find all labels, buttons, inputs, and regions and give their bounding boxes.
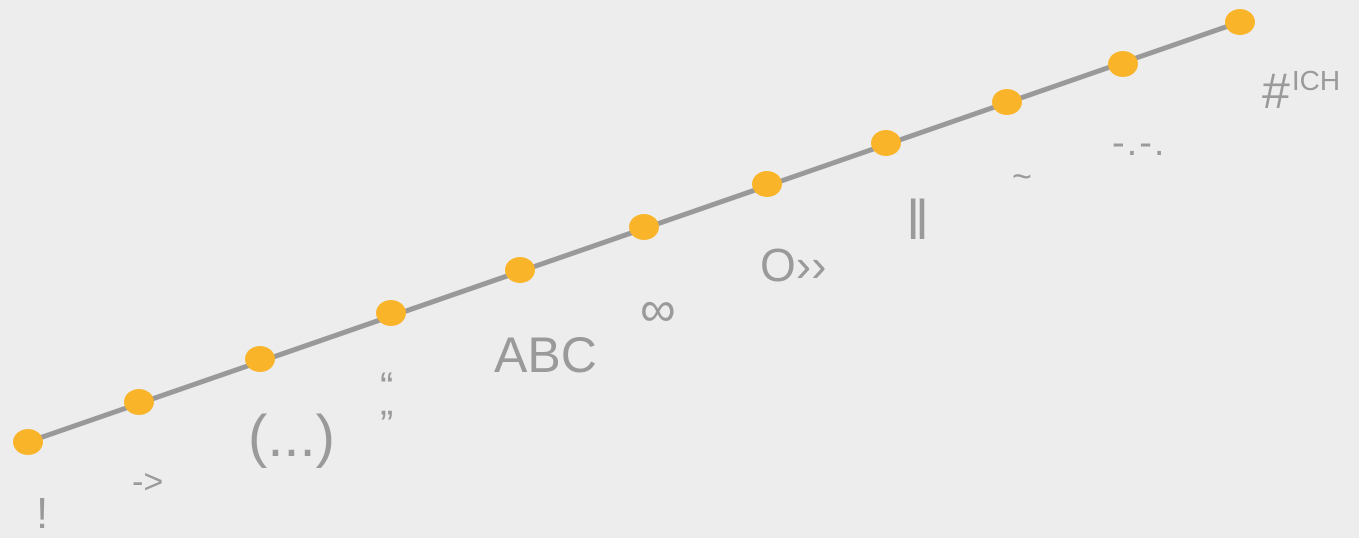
morse-glyph: -.-.	[1112, 122, 1167, 164]
timeline-marker-11	[1225, 9, 1255, 35]
close-quote: ”	[380, 403, 394, 447]
hash-symbol: #	[1262, 63, 1290, 119]
quotation-marks-glyph: “ ”	[380, 365, 394, 447]
arrow-glyph: ->	[132, 463, 164, 501]
hash-ich-glyph: #ICH	[1262, 66, 1340, 116]
timeline-marker-4	[376, 300, 406, 326]
timeline-marker-2	[124, 389, 154, 415]
timeline-marker-10	[1108, 51, 1138, 77]
exclamation-glyph: !	[36, 489, 49, 538]
double-bar-glyph: ‖	[906, 188, 930, 251]
o-chevrons-glyph: O››	[760, 239, 827, 291]
timeline-marker-6	[629, 214, 659, 240]
timeline-marker-3	[245, 346, 275, 372]
open-quote: “	[380, 365, 394, 409]
timeline-marker-8	[871, 130, 901, 156]
timeline-marker-1	[13, 429, 43, 455]
timeline-marker-9	[992, 89, 1022, 115]
ellipsis-parentheses-glyph: (...)	[248, 404, 335, 469]
ich-superscript: ICH	[1291, 65, 1341, 96]
abc-glyph: ABC	[494, 327, 597, 383]
timeline-markers	[13, 9, 1255, 455]
infinity-glyph: ∞	[640, 281, 676, 337]
timeline-marker-5	[505, 257, 535, 283]
timeline-marker-7	[752, 171, 782, 197]
tilde-glyph: ~	[1012, 158, 1032, 196]
